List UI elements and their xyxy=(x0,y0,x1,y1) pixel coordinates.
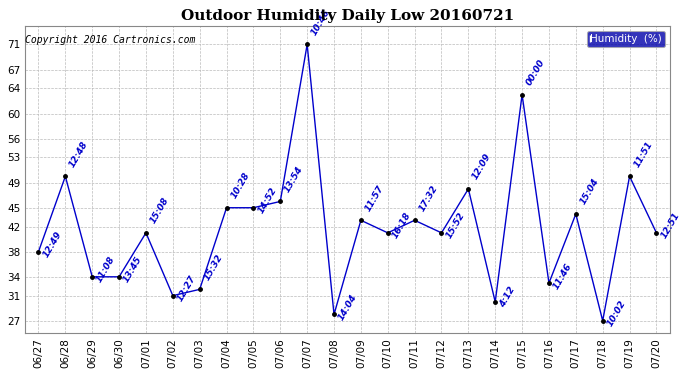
Text: 12:09: 12:09 xyxy=(471,152,493,182)
Title: Outdoor Humidity Daily Low 20160721: Outdoor Humidity Daily Low 20160721 xyxy=(181,9,514,23)
Text: 00:00: 00:00 xyxy=(525,58,547,87)
Text: 12:27: 12:27 xyxy=(175,274,197,303)
Text: 15:08: 15:08 xyxy=(148,196,170,225)
Text: 10:02: 10:02 xyxy=(605,299,627,328)
Text: 12:51: 12:51 xyxy=(659,211,681,240)
Text: 13:54: 13:54 xyxy=(283,165,305,194)
Text: 11:08: 11:08 xyxy=(95,255,117,284)
Text: 12:49: 12:49 xyxy=(41,230,63,259)
Text: 10:28: 10:28 xyxy=(229,171,251,200)
Text: 15:04: 15:04 xyxy=(578,177,600,207)
Text: 15:52: 15:52 xyxy=(444,211,466,240)
Text: 13:45: 13:45 xyxy=(121,255,144,284)
Text: 12:48: 12:48 xyxy=(68,140,90,169)
Text: 4:12: 4:12 xyxy=(498,286,517,309)
Text: 14:52: 14:52 xyxy=(256,186,278,215)
Text: 15:32: 15:32 xyxy=(202,252,224,282)
Text: 16:18: 16:18 xyxy=(391,211,413,240)
Text: 11:51: 11:51 xyxy=(632,140,654,169)
Text: 14:04: 14:04 xyxy=(337,293,359,322)
Text: 11:57: 11:57 xyxy=(364,183,386,213)
Legend: Humidity  (%): Humidity (%) xyxy=(586,31,664,47)
Text: 10:46: 10:46 xyxy=(310,8,332,37)
Text: Copyright 2016 Cartronics.com: Copyright 2016 Cartronics.com xyxy=(25,35,195,45)
Text: 11:46: 11:46 xyxy=(551,261,574,291)
Text: 17:32: 17:32 xyxy=(417,183,440,213)
